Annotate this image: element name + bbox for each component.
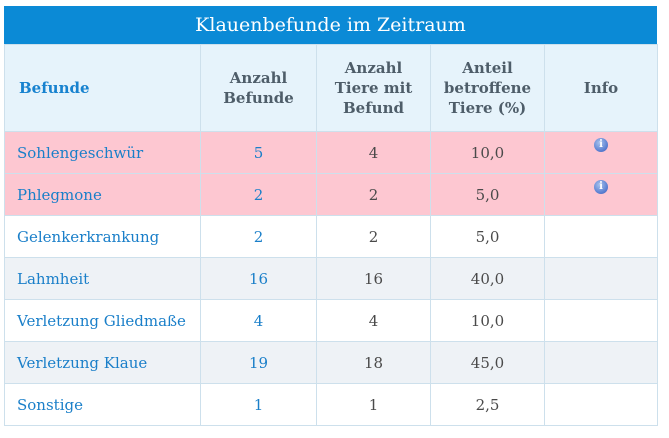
animal-count: 1 [316, 383, 431, 426]
findings-table-panel: Klauenbefunde im Zeitraum Befunde Anzahl… [4, 6, 658, 426]
header-line: Tiere mit [334, 79, 413, 97]
info-icon[interactable]: i [594, 137, 608, 152]
info-cell: i [544, 173, 658, 216]
animal-count: 18 [316, 341, 431, 384]
header-anzahl-befunde[interactable]: Anzahl Befunde [200, 44, 317, 132]
finding-count[interactable]: 16 [200, 257, 317, 300]
header-line: Befund [343, 99, 404, 117]
table-row: Sohlengeschwür 5 4 10,0 i [4, 131, 658, 174]
table-row: Phlegmone 2 2 5,0 i [4, 173, 658, 216]
header-line: Anteil [462, 59, 513, 77]
header-line: betroffene [443, 79, 532, 97]
header-anteil[interactable]: Anteil betroffene Tiere (%) [430, 44, 545, 132]
animal-count: 4 [316, 131, 431, 174]
finding-name-link[interactable]: Phlegmone [4, 173, 201, 216]
info-icon[interactable]: i [594, 179, 608, 194]
animal-count: 2 [316, 173, 431, 216]
header-befunde[interactable]: Befunde [4, 44, 201, 132]
finding-name-link[interactable]: Verletzung Gliedmaße [4, 299, 201, 342]
share-percent: 5,0 [430, 173, 545, 216]
animal-count: 2 [316, 215, 431, 258]
finding-name-link[interactable]: Lahmheit [4, 257, 201, 300]
share-percent: 10,0 [430, 299, 545, 342]
finding-count[interactable]: 4 [200, 299, 317, 342]
table-row: Verletzung Klaue 19 18 45,0 [4, 341, 658, 384]
finding-name-link[interactable]: Sohlengeschwür [4, 131, 201, 174]
table-header-row: Befunde Anzahl Befunde Anzahl Tiere mit Bef… [4, 44, 658, 132]
info-cell [544, 341, 658, 384]
table-row: Lahmheit 16 16 40,0 [4, 257, 658, 300]
share-percent: 40,0 [430, 257, 545, 300]
animal-count: 16 [316, 257, 431, 300]
info-cell [544, 299, 658, 342]
finding-count[interactable]: 5 [200, 131, 317, 174]
finding-name-link[interactable]: Sonstige [4, 383, 201, 426]
share-percent: 45,0 [430, 341, 545, 384]
table-title: Klauenbefunde im Zeitraum [4, 6, 657, 44]
finding-count[interactable]: 19 [200, 341, 317, 384]
table-body: Sohlengeschwür 5 4 10,0 i Phlegmone 2 2 5,0 i Gele… [4, 131, 658, 426]
share-percent: 2,5 [430, 383, 545, 426]
header-info: Info [544, 44, 658, 132]
header-line: Anzahl [344, 59, 403, 77]
finding-count[interactable]: 1 [200, 383, 317, 426]
header-line: Anzahl [229, 69, 288, 87]
findings-table: Befunde Anzahl Befunde Anzahl Tiere mit Bef… [4, 44, 658, 426]
finding-count[interactable]: 2 [200, 173, 317, 216]
info-cell [544, 383, 658, 426]
info-cell [544, 257, 658, 300]
table-row: Gelenkerkrankung 2 2 5,0 [4, 215, 658, 258]
animal-count: 4 [316, 299, 431, 342]
finding-count[interactable]: 2 [200, 215, 317, 258]
header-line: Tiere (%) [448, 99, 527, 117]
finding-name-link[interactable]: Verletzung Klaue [4, 341, 201, 384]
share-percent: 10,0 [430, 131, 545, 174]
table-row: Sonstige 1 1 2,5 [4, 383, 658, 426]
info-cell: i [544, 131, 658, 174]
table-row: Verletzung Gliedmaße 4 4 10,0 [4, 299, 658, 342]
share-percent: 5,0 [430, 215, 545, 258]
info-cell [544, 215, 658, 258]
finding-name-link[interactable]: Gelenkerkrankung [4, 215, 201, 258]
header-line: Befunde [223, 89, 294, 107]
header-anzahl-tiere[interactable]: Anzahl Tiere mit Befund [316, 44, 431, 132]
